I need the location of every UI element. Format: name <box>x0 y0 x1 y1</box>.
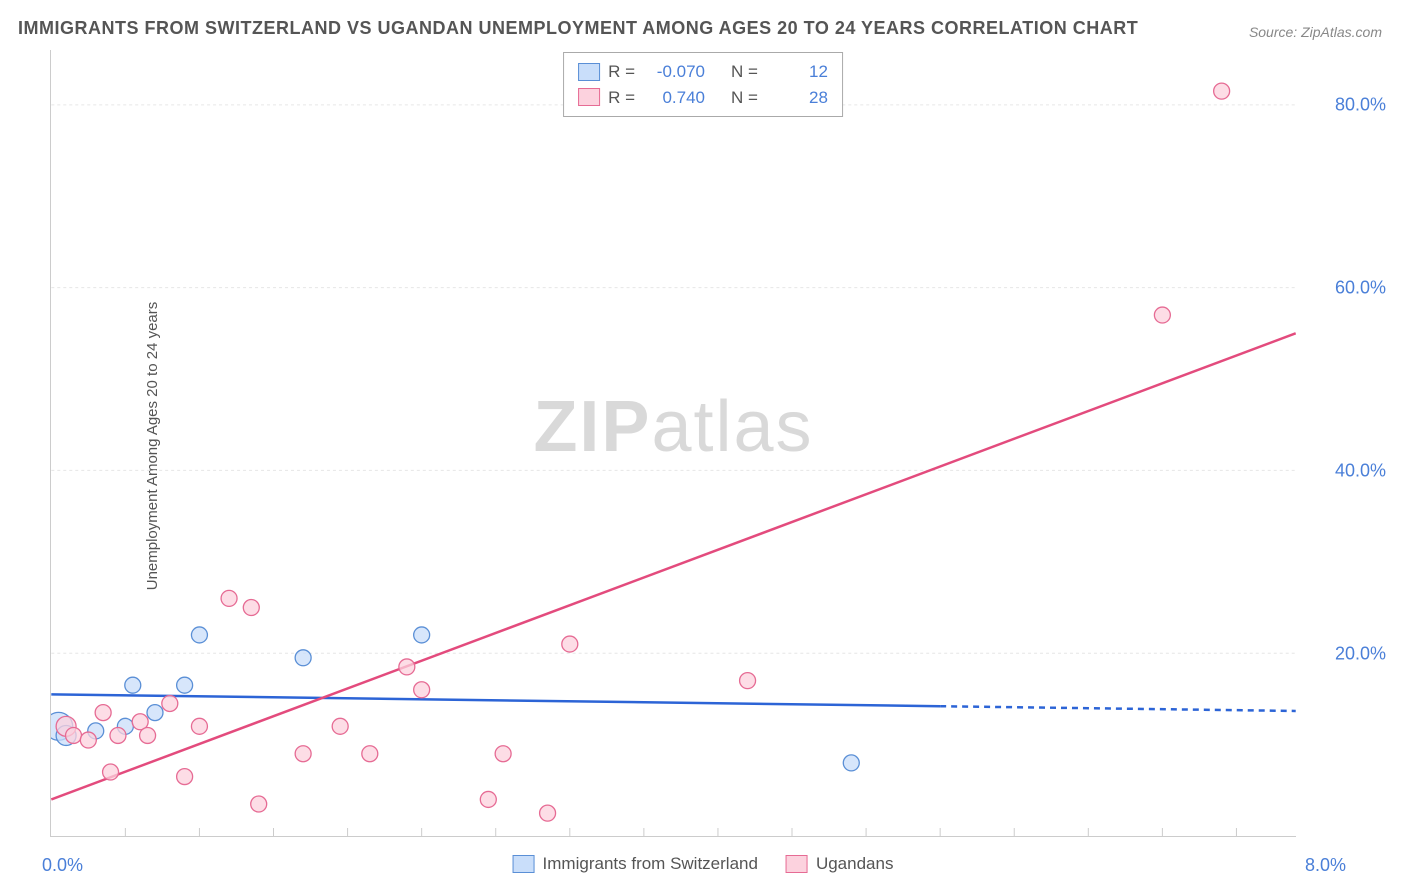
series-legend: Immigrants from Switzerland Ugandans <box>513 854 894 874</box>
x-tick-end: 8.0% <box>1305 855 1346 876</box>
correlation-legend: R = -0.070 N = 12 R = 0.740 N = 28 <box>563 52 843 117</box>
r-value-ugandan: 0.740 <box>649 85 705 111</box>
legend-label-swiss: Immigrants from Switzerland <box>543 854 758 874</box>
legend-row-ugandan: R = 0.740 N = 28 <box>578 85 828 111</box>
scatter-chart-svg <box>51 50 1296 836</box>
y-tick-label: 80.0% <box>1335 94 1386 115</box>
n-value-swiss: 12 <box>772 59 828 85</box>
x-tick-start: 0.0% <box>42 855 83 876</box>
swatch-ugandan <box>578 88 600 106</box>
chart-title: IMMIGRANTS FROM SWITZERLAND VS UGANDAN U… <box>18 18 1138 39</box>
swatch-ugandan <box>786 855 808 873</box>
y-tick-label: 40.0% <box>1335 460 1386 481</box>
plot-area: ZIPatlas <box>50 50 1296 837</box>
legend-label-ugandan: Ugandans <box>816 854 894 874</box>
source-attribution: Source: ZipAtlas.com <box>1249 24 1382 40</box>
legend-item-ugandan: Ugandans <box>786 854 894 874</box>
y-tick-label: 60.0% <box>1335 277 1386 298</box>
r-label: R = <box>608 59 635 85</box>
n-value-ugandan: 28 <box>772 85 828 111</box>
r-label: R = <box>608 85 635 111</box>
legend-item-swiss: Immigrants from Switzerland <box>513 854 758 874</box>
n-label: N = <box>731 85 758 111</box>
n-label: N = <box>731 59 758 85</box>
legend-row-swiss: R = -0.070 N = 12 <box>578 59 828 85</box>
y-tick-label: 20.0% <box>1335 643 1386 664</box>
swatch-swiss <box>578 63 600 81</box>
swatch-swiss <box>513 855 535 873</box>
r-value-swiss: -0.070 <box>649 59 705 85</box>
